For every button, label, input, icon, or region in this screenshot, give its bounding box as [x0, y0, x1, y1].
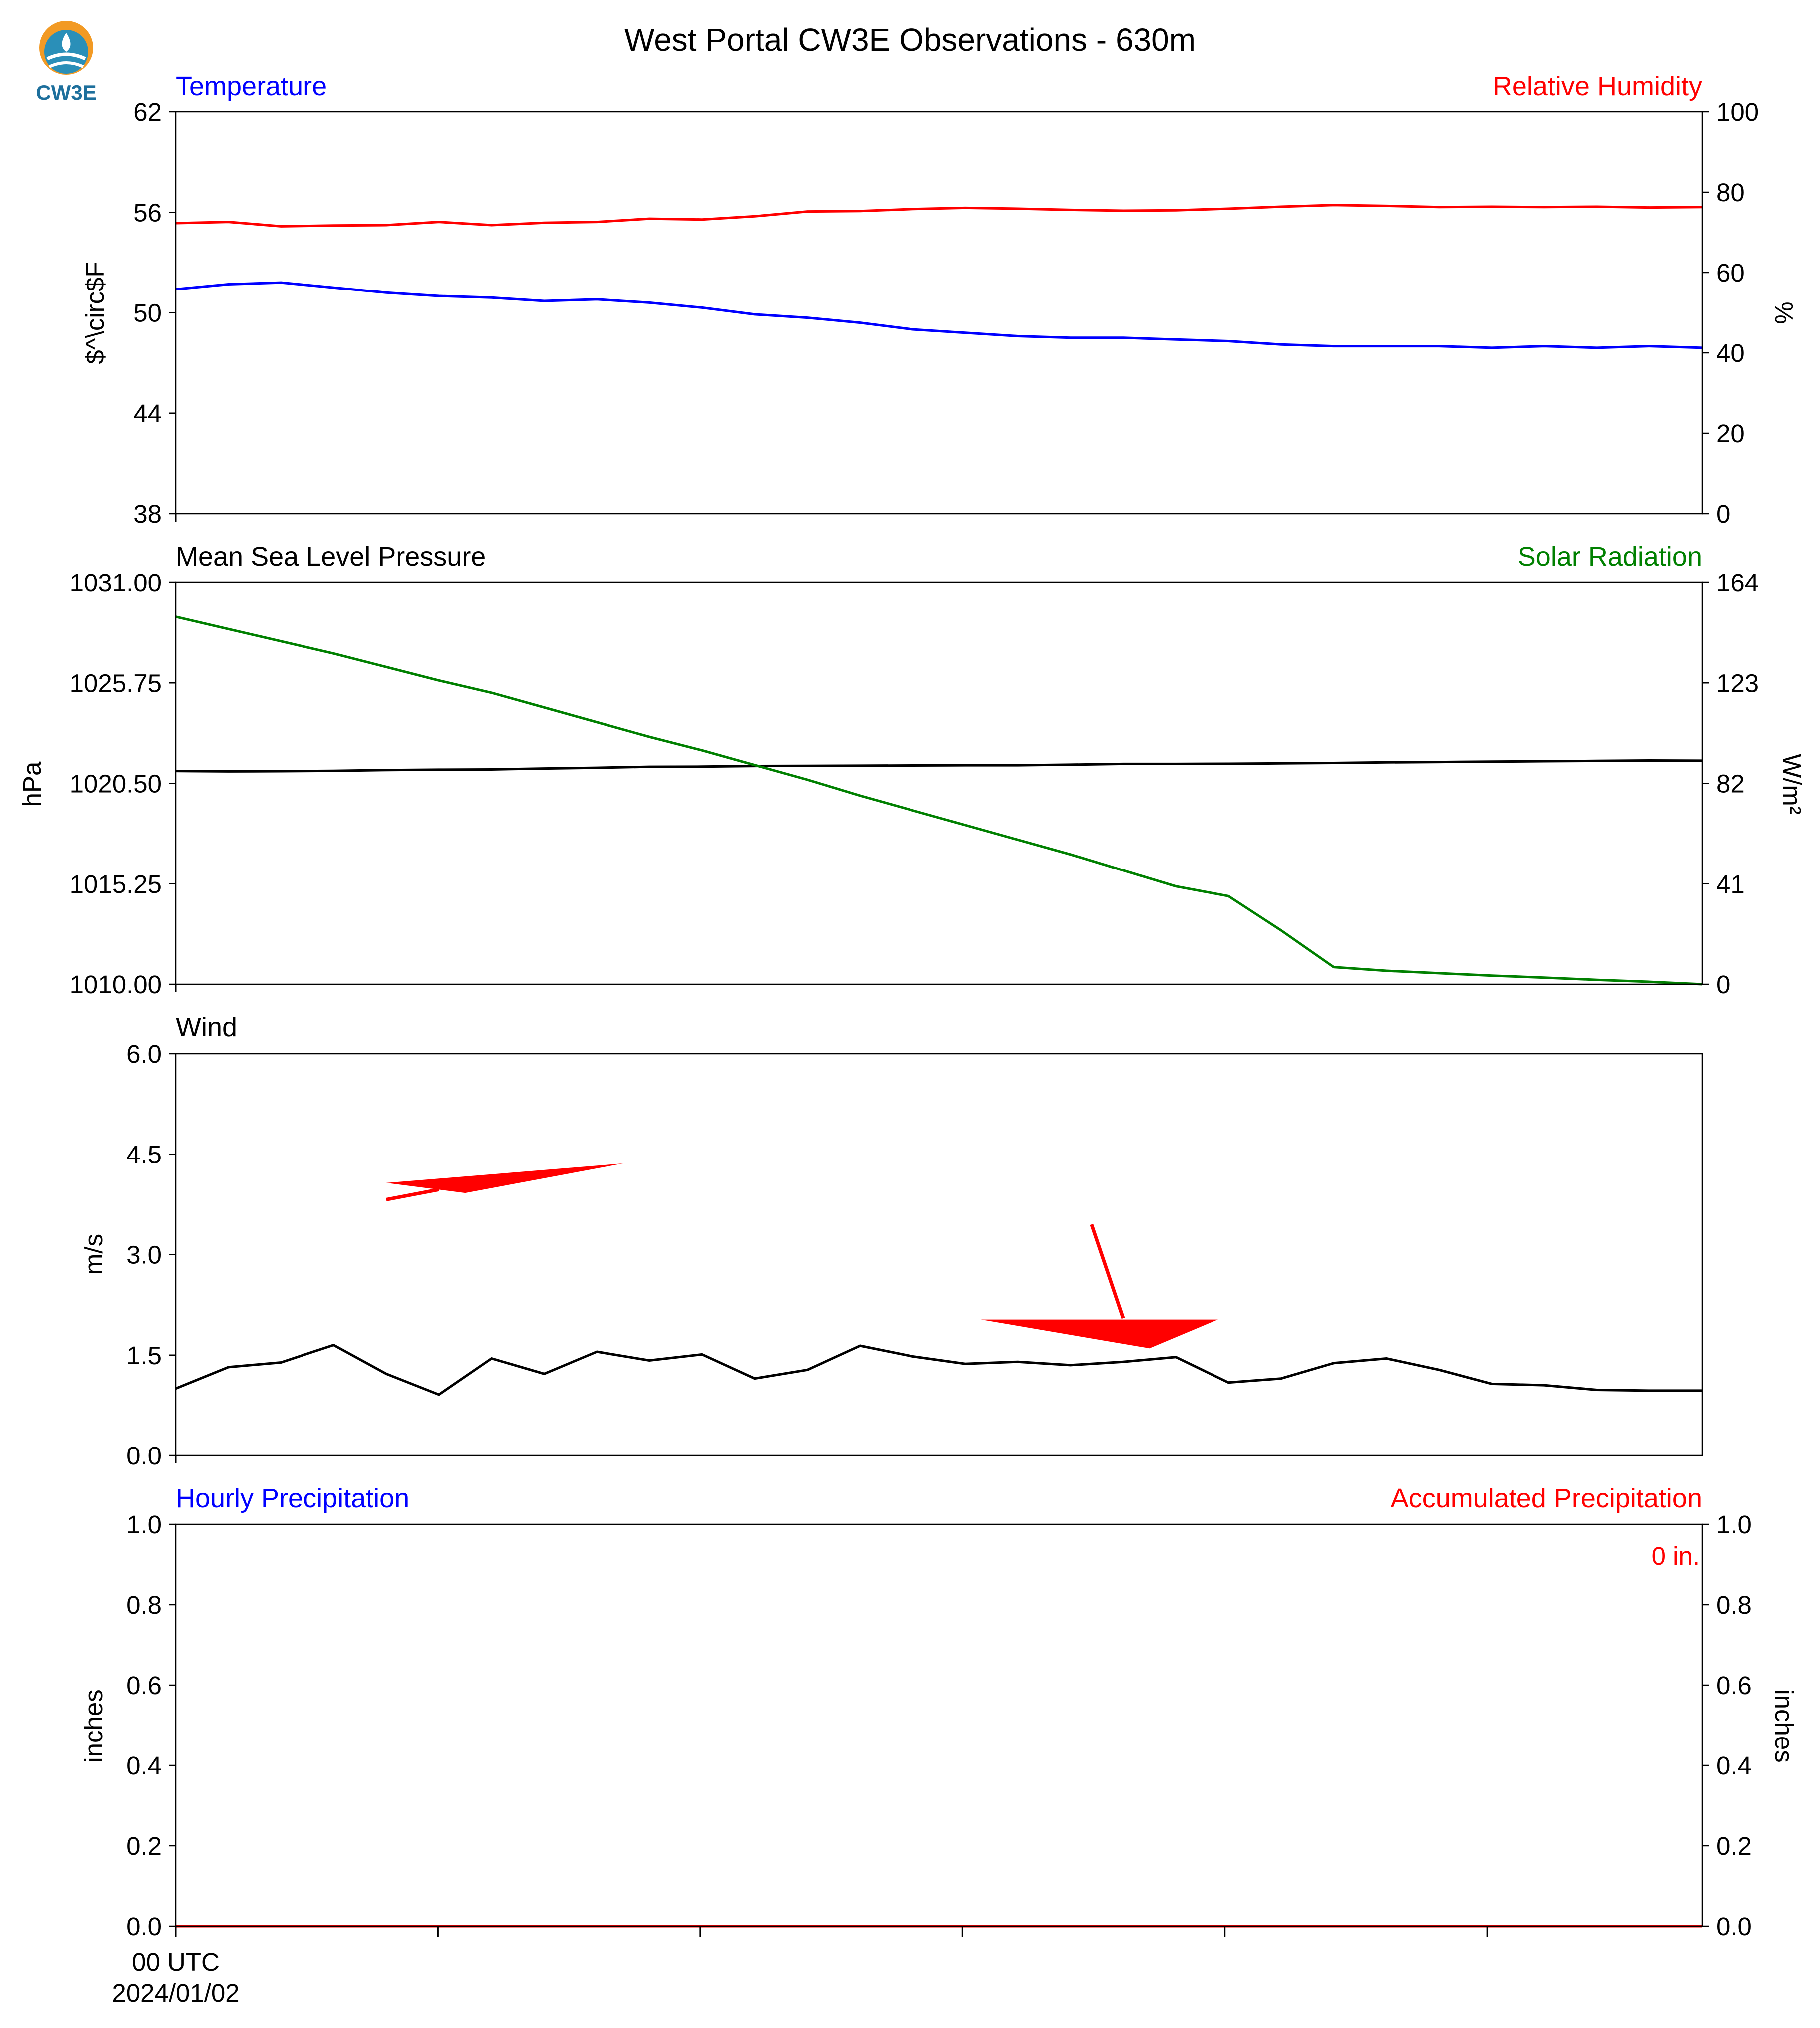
wind-arrow-shaft-1 — [1090, 1224, 1125, 1319]
right-tick-label: 60 — [1716, 259, 1745, 287]
precipitation-plot-frame — [175, 1523, 1703, 1927]
x-date-label: 2024/01/02 — [112, 1979, 239, 2007]
left-tick-label: 0.0 — [126, 1912, 162, 1941]
series-line-1-0 — [175, 759, 1703, 773]
pressure-title: Mean Sea Level Pressure — [176, 542, 486, 572]
wind-plot-frame — [175, 1053, 1703, 1456]
left-tick-label: 56 — [133, 198, 162, 227]
accum-precip-title: Accumulated Precipitation — [1391, 1483, 1702, 1513]
left-tick-label: 62 — [133, 98, 162, 126]
right-tick-label: 164 — [1716, 569, 1759, 597]
temperature-plot-frame — [175, 111, 1703, 515]
accum-precip-axis-label: inches — [1770, 1689, 1798, 1762]
right-tick-label: 0 — [1716, 970, 1730, 999]
x-axis-ticks — [175, 1926, 1488, 1937]
logo-wave-2 — [48, 61, 84, 68]
pressure-solar-series — [175, 615, 1703, 986]
solar-axis-label: W/m² — [1778, 754, 1806, 815]
pressure-solar-panel: Mean Sea Level Pressure Solar Radiation … — [18, 542, 1806, 999]
left-tick-label: 1025.75 — [70, 669, 162, 697]
left-tick-label: 0.6 — [126, 1671, 162, 1700]
left-tick-label: 1015.25 — [70, 870, 162, 898]
right-tick-label: 0.0 — [1716, 1912, 1752, 1941]
right-tick-label: 80 — [1716, 178, 1745, 207]
temperature-title: Temperature — [176, 71, 327, 101]
left-tick-label: 50 — [133, 299, 162, 327]
right-tick-label: 1.0 — [1716, 1510, 1752, 1539]
right-tick-label: 41 — [1716, 870, 1745, 898]
wind-series — [175, 1344, 1702, 1396]
left-tick-label: 3.0 — [126, 1241, 162, 1269]
left-tick-label: 1031.00 — [70, 569, 162, 597]
left-tick-label: 1020.50 — [70, 770, 162, 798]
temperature-ticks: 38 44 50 56 62 — [133, 98, 176, 528]
series-line-0-0 — [175, 281, 1703, 349]
left-tick-label: 1.5 — [126, 1341, 162, 1370]
series-line-0-1 — [175, 204, 1703, 228]
temperature-humidity-panel: Temperature Relative Humidity $^\circ$F … — [81, 71, 1798, 528]
left-tick-label: 1.0 — [126, 1510, 162, 1539]
humidity-axis-label: % — [1770, 301, 1798, 324]
series-line-2-0 — [175, 1344, 1702, 1396]
left-tick-label: 0.0 — [126, 1442, 162, 1470]
right-tick-label: 0.8 — [1716, 1591, 1752, 1619]
right-tick-label: 0.2 — [1716, 1832, 1752, 1860]
humidity-title: Relative Humidity — [1493, 71, 1702, 101]
pressure-plot-frame — [175, 581, 1703, 985]
series-line-1-1 — [175, 615, 1703, 986]
wind-arrows — [386, 1163, 1218, 1349]
hourly-precip-title: Hourly Precipitation — [176, 1483, 409, 1513]
humidity-ticks: 0 20 40 60 80 100 — [1702, 98, 1759, 528]
left-tick-label: 4.5 — [126, 1140, 162, 1168]
right-tick-label: 0.4 — [1716, 1751, 1752, 1780]
solar-ticks: 0 41 82 123 164 — [1702, 569, 1759, 999]
hourly-precip-axis-label: inches — [79, 1689, 108, 1762]
wind-arrow-head-1 — [981, 1319, 1218, 1349]
accum-precip-total: 0 in. — [1652, 1542, 1700, 1570]
left-tick-label: 0.4 — [126, 1751, 162, 1780]
right-tick-label: 40 — [1716, 339, 1745, 367]
right-tick-label: 20 — [1716, 419, 1745, 448]
pressure-axis-label: hPa — [18, 761, 46, 807]
figure-title: West Portal CW3E Observations - 630m — [624, 22, 1196, 58]
left-tick-label: 38 — [133, 500, 162, 528]
x-tick-label-00utc: 00 UTC — [132, 1948, 220, 1976]
pressure-ticks: 1010.00 1015.25 1020.50 1025.75 1031.00 — [70, 569, 176, 999]
temperature-humidity-series — [175, 204, 1703, 349]
left-tick-label: 0.2 — [126, 1832, 162, 1860]
right-tick-label: 123 — [1716, 669, 1759, 697]
right-tick-label: 100 — [1716, 98, 1759, 126]
left-tick-label: 0.8 — [126, 1591, 162, 1619]
logo-wave-1 — [46, 52, 86, 61]
wind-panel: Wind m/s 0.0 1.5 3.0 4.5 6.0 — [79, 1012, 1703, 1470]
solar-title: Solar Radiation — [1518, 542, 1702, 572]
cw3e-logo-icon: CW3E — [36, 21, 97, 104]
left-tick-label: 6.0 — [126, 1040, 162, 1068]
left-tick-label: 1010.00 — [70, 970, 162, 999]
wind-ticks: 0.0 1.5 3.0 4.5 6.0 — [126, 1040, 176, 1470]
right-tick-label: 82 — [1716, 770, 1745, 798]
left-tick-label: 44 — [133, 399, 162, 428]
logo-text: CW3E — [36, 81, 96, 104]
logo-drop — [62, 33, 71, 52]
right-tick-label: 0.6 — [1716, 1671, 1752, 1700]
right-tick-label: 0 — [1716, 500, 1730, 528]
wind-axis-label: m/s — [79, 1234, 108, 1275]
temperature-axis-label: $^\circ$F — [81, 262, 109, 364]
wind-arrow-head-0 — [386, 1163, 623, 1193]
precipitation-panel: Hourly Precipitation Accumulated Precipi… — [79, 1483, 1798, 2007]
hourly-precip-ticks: 0.0 0.2 0.4 0.6 0.8 1.0 — [126, 1510, 176, 1941]
accum-precip-ticks: 0.0 0.2 0.4 0.6 0.8 1.0 — [1702, 1510, 1752, 1941]
wind-arrow-shaft-0 — [386, 1187, 439, 1201]
wind-title: Wind — [176, 1012, 237, 1042]
